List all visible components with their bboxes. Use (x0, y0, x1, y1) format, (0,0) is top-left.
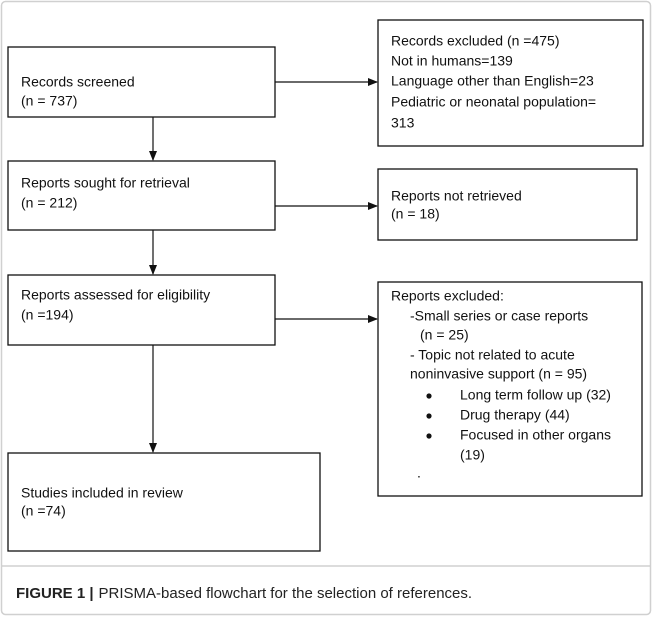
bullet (426, 413, 432, 419)
caption-label: FIGURE 1 | (16, 585, 94, 602)
exclusion-text: Reports excluded: (391, 288, 504, 304)
node-box (7, 274, 276, 346)
exclusion-text: (n = 18) (391, 206, 440, 222)
exclusion-text: . (417, 465, 421, 481)
node-text: (n =194) (21, 307, 74, 323)
node-text: (n = 212) (21, 195, 77, 211)
bullet (426, 393, 432, 399)
node-box (7, 160, 276, 231)
bullet-text: (19) (460, 447, 485, 463)
node-text: Reports assessed for eligibility (21, 287, 210, 303)
exclusion-text: -Small series or case reports (410, 308, 588, 324)
exclusion-box (377, 281, 643, 497)
exclusion-text: noninvasive support (n = 95) (410, 366, 587, 382)
exclusion-text: Reports not retrieved (391, 188, 522, 204)
exclusion-text: - Topic not related to acute (410, 347, 575, 363)
exclusion-box (377, 168, 638, 241)
bullet-text: Long term follow up (32) (460, 387, 611, 403)
caption-text: PRISMA-based flowchart for the selection… (99, 585, 473, 602)
node-text: (n =74) (21, 503, 66, 519)
caption: FIGURE 1 | PRISMA-based flowchart for the… (16, 585, 472, 602)
exclusion-text: Pediatric or neonatal population= (391, 94, 596, 110)
node-box (7, 452, 321, 552)
exclusion-text: (n = 25) (420, 327, 469, 343)
bullet-text: Drug therapy (44) (460, 407, 570, 423)
exclusion-text: Language other than English=23 (391, 73, 594, 89)
node-text: Records screened (21, 74, 135, 90)
exclusion-text: 313 (391, 115, 415, 131)
exclusion-text: Records excluded (n =475) (391, 33, 560, 49)
bullet (426, 433, 432, 439)
exclusion-box (377, 19, 644, 147)
node-text: Studies included in review (21, 485, 184, 501)
node-text: Reports sought for retrieval (21, 175, 190, 191)
exclusion-text: Not in humans=139 (391, 53, 513, 69)
node-text: (n = 737) (21, 93, 77, 109)
bullet-text: Focused in other organs (460, 427, 611, 443)
node-box (7, 46, 276, 118)
